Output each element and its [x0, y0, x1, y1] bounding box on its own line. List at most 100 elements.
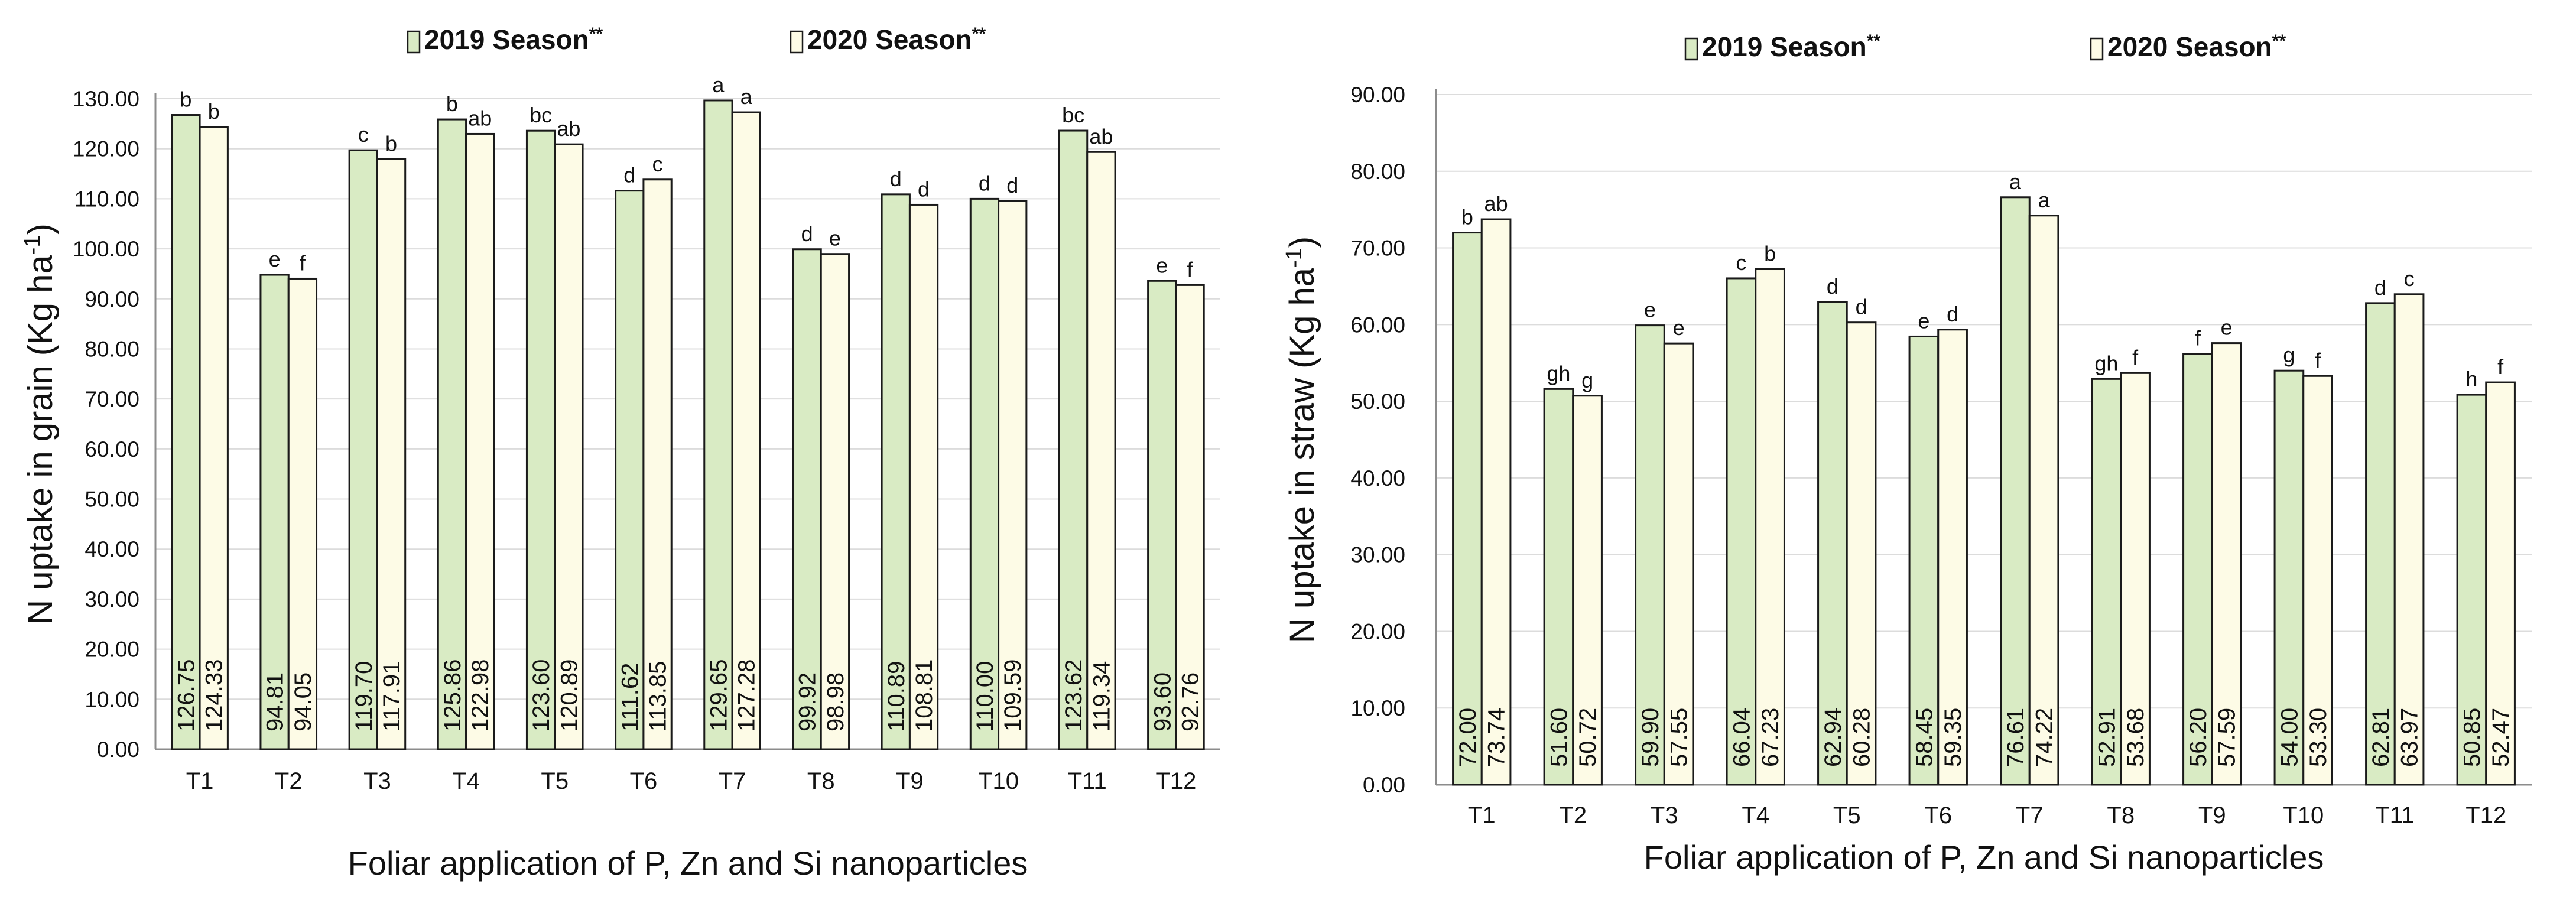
- significance-letter: g: [2283, 343, 2295, 367]
- x-tick-label: T3: [363, 768, 391, 794]
- significance-letter: d: [890, 167, 902, 191]
- y-tick-label: 60.00: [85, 437, 139, 462]
- significance-letter: d: [1856, 295, 1867, 319]
- data-label: 110.89: [883, 661, 909, 732]
- y-tick-label: 110.00: [74, 187, 139, 211]
- bar: [437, 118, 467, 750]
- x-tick-label: T1: [1468, 802, 1496, 828]
- data-label: 93.60: [1149, 672, 1175, 732]
- data-label: 127.28: [734, 659, 760, 732]
- x-tick-label: T11: [2375, 802, 2414, 828]
- y-tick-label: 20.00: [85, 638, 139, 662]
- y-axis-label: N uptake in straw (Kg ha-1): [1282, 236, 1321, 643]
- x-tick-label: T7: [719, 768, 746, 794]
- x-tick-label: T10: [2283, 802, 2324, 828]
- x-tick-label: T2: [275, 768, 303, 794]
- significance-letter: ab: [1089, 124, 1113, 148]
- bar: [1726, 277, 1757, 786]
- y-tick-label: 130.00: [73, 87, 139, 111]
- bar: [881, 193, 911, 750]
- bar: [1755, 268, 1785, 786]
- data-label: 62.94: [1820, 708, 1846, 767]
- significance-letter: e: [1644, 298, 1656, 322]
- y-tick-label: 100.00: [73, 237, 139, 261]
- significance-letter: d: [918, 177, 930, 201]
- y-tick-label: 90.00: [85, 287, 139, 311]
- significance-letter: a: [2038, 188, 2051, 212]
- bar: [1846, 321, 1877, 786]
- significance-letter: e: [829, 226, 841, 251]
- bar: [2485, 381, 2516, 786]
- legend-swatch: [790, 30, 804, 54]
- bar: [2120, 372, 2151, 786]
- x-tick-label: T6: [630, 768, 658, 794]
- x-tick-label: T11: [1068, 768, 1107, 794]
- significance-letter: d: [979, 171, 990, 195]
- data-label: 53.30: [2305, 708, 2331, 767]
- data-label: 123.62: [1061, 659, 1087, 732]
- chart-1: 0.00 10.00 20.00 30.00 40.00 50.00 60.00 70.00 8…: [20, 24, 1220, 882]
- significance-letter: c: [2404, 266, 2415, 291]
- data-label: 124.33: [202, 659, 228, 732]
- significance-letter: d: [2374, 275, 2386, 300]
- y-tick-label: 70.00: [85, 387, 139, 411]
- x-tick-label: T10: [978, 768, 1019, 794]
- x-tick-label: T5: [1833, 802, 1861, 828]
- bar: [2091, 378, 2122, 786]
- bar: [554, 143, 584, 750]
- bar: [376, 158, 407, 750]
- data-label: 56.20: [2185, 708, 2211, 767]
- significance-letter: b: [208, 99, 220, 124]
- y-tick-label: 30.00: [85, 587, 139, 612]
- significance-letter: f: [300, 251, 306, 275]
- significance-letter: f: [2195, 326, 2201, 350]
- x-tick-label: T8: [2107, 802, 2135, 828]
- chart-2: 0.00 10.00 20.00 30.00 40.00 50.00 60.00 70.00 8…: [1282, 31, 2532, 876]
- data-label: 62.81: [2368, 708, 2394, 767]
- bar: [2000, 196, 2031, 786]
- bar: [2028, 214, 2059, 786]
- x-tick-label: T9: [896, 768, 924, 794]
- significance-letter: b: [1764, 242, 1776, 266]
- y-tick-label: 10.00: [85, 687, 139, 711]
- y-tick-label: 120.00: [73, 137, 139, 161]
- data-label: 129.65: [706, 659, 732, 732]
- y-tick-label: 40.00: [85, 537, 139, 561]
- y-tick-label: 70.00: [1350, 236, 1405, 261]
- data-label: 119.34: [1089, 661, 1115, 732]
- significance-letter: h: [2465, 367, 2477, 391]
- x-tick-label: T2: [1559, 802, 1587, 828]
- bar: [908, 203, 939, 750]
- x-tick-label: T1: [186, 768, 214, 794]
- data-label: 52.91: [2094, 708, 2120, 767]
- data-label: 92.76: [1178, 672, 1204, 732]
- significance-letter: d: [1827, 274, 1838, 298]
- significance-letter: d: [1006, 173, 1018, 197]
- data-label: 59.90: [1638, 708, 1664, 767]
- legend-label: 2020 Season**: [807, 24, 986, 56]
- bar: [1086, 151, 1116, 750]
- significance-letter: g: [1581, 368, 1593, 392]
- data-label: 126.75: [173, 659, 199, 732]
- significance-letter: f: [2315, 348, 2321, 372]
- significance-letter: c: [1736, 251, 1746, 275]
- data-label: 125.86: [440, 659, 466, 732]
- y-tick-label: 90.00: [1350, 83, 1405, 107]
- bar: [2302, 375, 2333, 786]
- significance-letter: a: [740, 84, 753, 109]
- bar: [348, 149, 378, 750]
- bar: [642, 178, 673, 750]
- legend-label: 2019 Season**: [1702, 31, 1880, 63]
- y-tick-label: 20.00: [1350, 619, 1405, 644]
- significance-letter: gh: [2094, 351, 2118, 375]
- data-label: 54.00: [2276, 708, 2302, 767]
- bar: [1663, 342, 1694, 786]
- data-label: 108.81: [911, 659, 937, 732]
- data-label: 113.85: [645, 661, 671, 732]
- x-tick-label: T12: [1155, 768, 1196, 794]
- bar: [1543, 388, 1574, 786]
- bar: [703, 99, 733, 750]
- data-label: 63.97: [2397, 708, 2423, 767]
- significance-letter: ab: [1484, 191, 1508, 216]
